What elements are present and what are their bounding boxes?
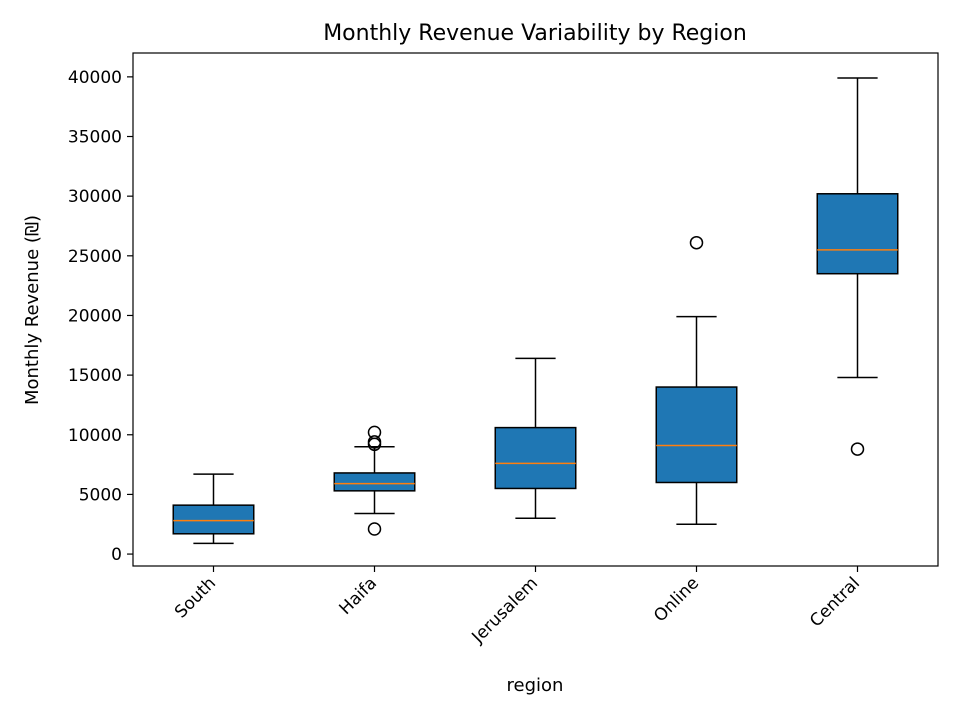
y-tick-label: 0 [111,545,122,565]
x-tick-label-jerusalem: Jerusalem [468,573,542,647]
x-tick-label-haifa: Haifa [336,573,381,618]
outlier-point [367,425,382,440]
y-axis-label: Monthly Revenue (₪) [22,215,43,405]
box-jerusalem [494,426,577,490]
y-tick-label: 15000 [68,366,122,386]
chart-title: Monthly Revenue Variability by Region [323,21,747,46]
y-tick-label: 10000 [68,426,122,446]
y-tick-label: 40000 [68,68,122,88]
y-tick-label: 35000 [68,128,122,148]
outlier-point [367,522,382,536]
x-axis-label: region [507,675,564,696]
outlier-point [850,442,865,456]
y-tick-label: 5000 [79,485,122,505]
box-south [172,504,255,535]
box-online [655,386,738,484]
x-tick-label-south: South [171,573,220,622]
outlier-point [367,435,382,449]
x-tick-label-online: Online [650,573,703,626]
x-tick-label-central: Central [806,573,864,631]
y-tick-label: 25000 [68,247,122,267]
box-haifa [333,472,416,492]
box-central [816,193,899,275]
plot-area: 0 5000 10000 15000 20000 25000 30000 35000 40000… [68,52,939,648]
y-tick-label: 30000 [68,187,122,207]
outlier-point [689,235,704,250]
axes-frame [132,52,939,567]
y-tick-label: 20000 [68,306,122,326]
